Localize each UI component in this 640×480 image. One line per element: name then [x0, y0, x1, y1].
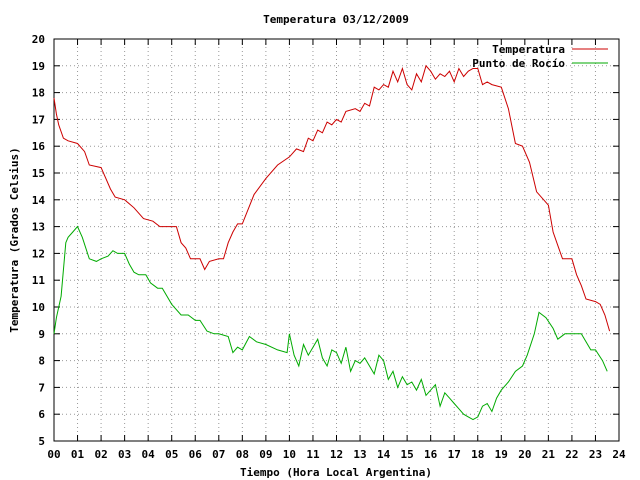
legend: Temperatura Punto de Rocío	[472, 43, 608, 70]
x-tick-label: 06	[189, 448, 203, 461]
x-tick-label: 20	[518, 448, 531, 461]
x-tick-label: 23	[589, 448, 602, 461]
x-tick-label: 03	[118, 448, 131, 461]
x-tick-label: 18	[471, 448, 484, 461]
x-tick-label: 08	[236, 448, 249, 461]
x-tick-label: 00	[47, 448, 60, 461]
x-tick-label: 14	[377, 448, 391, 461]
y-tick-label: 6	[38, 408, 45, 421]
x-tick-label: 16	[424, 448, 438, 461]
x-tick-label: 04	[142, 448, 156, 461]
x-tick-label: 07	[212, 448, 225, 461]
tick-labels: 00 01 02 03 04 05 06 07 08 09 10 11 12 13 14 15 16 17 18 19…	[32, 33, 626, 461]
y-tick-label: 14	[32, 194, 46, 207]
y-tick-label: 13	[32, 221, 45, 234]
x-tick-label: 21	[542, 448, 556, 461]
y-tick-label: 10	[32, 301, 45, 314]
x-tick-label: 13	[353, 448, 366, 461]
x-tick-label: 11	[306, 448, 320, 461]
y-tick-label: 11	[32, 274, 46, 287]
chart-title: Temperatura 03/12/2009	[263, 13, 409, 26]
x-tick-label: 24	[612, 448, 626, 461]
y-tick-label: 17	[32, 113, 45, 126]
grid	[54, 39, 619, 441]
x-tick-label: 12	[330, 448, 343, 461]
x-tick-label: 22	[565, 448, 578, 461]
x-tick-label: 01	[71, 448, 85, 461]
x-tick-label: 10	[283, 448, 296, 461]
y-tick-label: 7	[38, 381, 45, 394]
y-tick-label: 16	[32, 140, 46, 153]
y-tick-label: 5	[38, 435, 45, 448]
x-tick-label: 02	[94, 448, 107, 461]
x-tick-label: 09	[259, 448, 272, 461]
y-tick-label: 9	[38, 328, 45, 341]
legend-label-temperatura: Temperatura	[492, 43, 565, 56]
y-tick-label: 12	[32, 247, 45, 260]
x-tick-label: 17	[448, 448, 461, 461]
x-tick-label: 05	[165, 448, 178, 461]
y-axis-label: Temperatura (Grados Celsius)	[8, 147, 21, 332]
y-tick-label: 19	[32, 60, 45, 73]
y-tick-label: 18	[32, 87, 45, 100]
y-tick-label: 8	[38, 355, 45, 368]
legend-label-punto-de-rocio: Punto de Rocío	[472, 57, 565, 70]
series-line-temperatura	[53, 64, 611, 332]
series-group	[53, 64, 611, 421]
x-tick-label: 19	[495, 448, 508, 461]
y-tick-label: 20	[32, 33, 45, 46]
x-tick-label: 15	[401, 448, 414, 461]
axis-ticks	[53, 38, 620, 442]
y-tick-label: 15	[32, 167, 45, 180]
series-line-punto-de-rocio	[53, 225, 608, 421]
x-axis-label: Tiempo (Hora Local Argentina)	[240, 466, 432, 479]
